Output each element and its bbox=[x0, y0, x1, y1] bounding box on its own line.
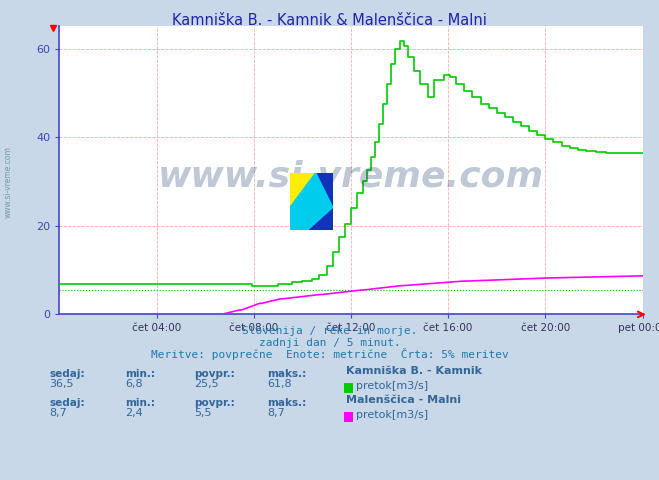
Text: 25,5: 25,5 bbox=[194, 379, 219, 389]
Text: maks.:: maks.: bbox=[267, 369, 306, 379]
Text: 2,4: 2,4 bbox=[125, 408, 143, 418]
Text: Kamniška B. - Kamnik: Kamniška B. - Kamnik bbox=[346, 366, 482, 376]
Text: 8,7: 8,7 bbox=[49, 408, 67, 418]
Text: povpr.:: povpr.: bbox=[194, 369, 235, 379]
Text: 8,7: 8,7 bbox=[267, 408, 285, 418]
Text: Kamniška B. - Kamnik & Malenščica - Malni: Kamniška B. - Kamnik & Malenščica - Maln… bbox=[172, 13, 487, 28]
Polygon shape bbox=[290, 173, 316, 207]
Text: zadnji dan / 5 minut.: zadnji dan / 5 minut. bbox=[258, 337, 401, 348]
Text: 36,5: 36,5 bbox=[49, 379, 74, 389]
Text: www.si-vreme.com: www.si-vreme.com bbox=[158, 159, 544, 193]
Text: 6,8: 6,8 bbox=[125, 379, 143, 389]
Text: maks.:: maks.: bbox=[267, 397, 306, 408]
Text: 61,8: 61,8 bbox=[267, 379, 291, 389]
Text: Slovenija / reke in morje.: Slovenija / reke in morje. bbox=[242, 325, 417, 336]
Text: sedaj:: sedaj: bbox=[49, 369, 85, 379]
Text: pretok[m3/s]: pretok[m3/s] bbox=[356, 410, 428, 420]
Text: sedaj:: sedaj: bbox=[49, 397, 85, 408]
Text: Meritve: povprečne  Enote: metrične  Črta: 5% meritev: Meritve: povprečne Enote: metrične Črta:… bbox=[151, 348, 508, 360]
Text: 5,5: 5,5 bbox=[194, 408, 212, 418]
Text: min.:: min.: bbox=[125, 369, 156, 379]
Polygon shape bbox=[290, 173, 333, 230]
Text: www.si-vreme.com: www.si-vreme.com bbox=[4, 146, 13, 218]
Text: Malenščica - Malni: Malenščica - Malni bbox=[346, 395, 461, 405]
Text: pretok[m3/s]: pretok[m3/s] bbox=[356, 381, 428, 391]
Text: min.:: min.: bbox=[125, 397, 156, 408]
Text: povpr.:: povpr.: bbox=[194, 397, 235, 408]
